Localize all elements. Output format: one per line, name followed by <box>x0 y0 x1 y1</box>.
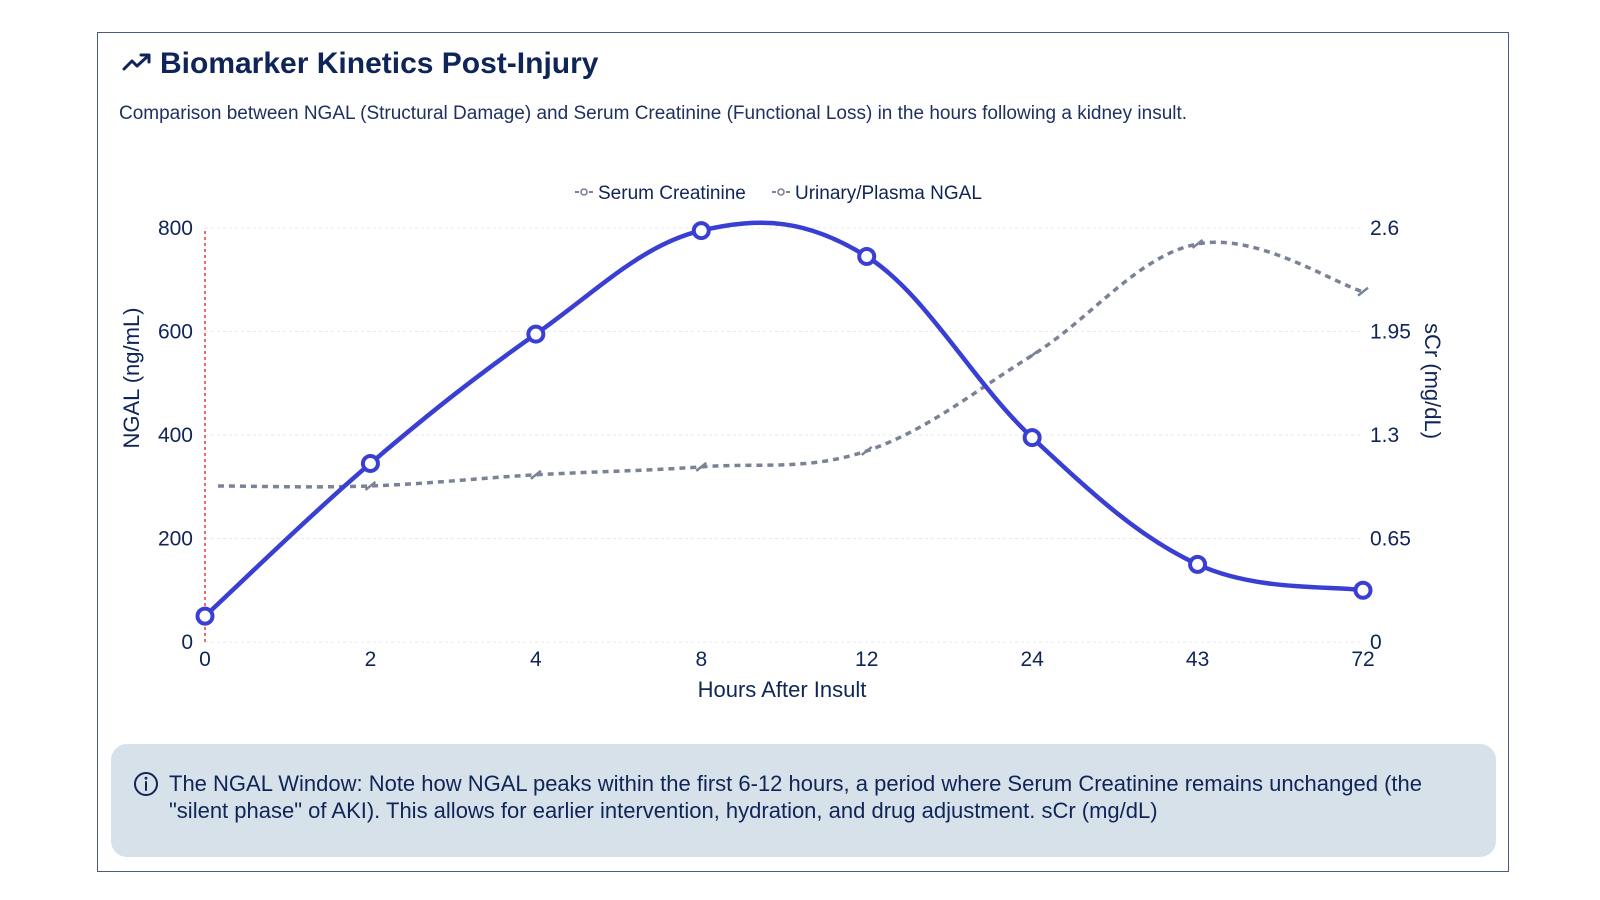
serum-creatinine-point <box>1026 350 1038 361</box>
chart-subtitle: Comparison between NGAL (Structural Dama… <box>119 103 1188 124</box>
info-icon <box>133 771 159 803</box>
serum-creatinine-point <box>364 480 377 491</box>
chart-title-text: Biomarker Kinetics Post-Injury <box>160 47 599 80</box>
serum-creatinine-line <box>217 240 1364 489</box>
x-tick-label: 4 <box>530 648 542 671</box>
serum-creatinine-point <box>1191 238 1204 249</box>
y2-tick-label: 2.6 <box>1370 217 1399 240</box>
ngal-point <box>1353 580 1373 600</box>
y-tick-label: 400 <box>158 424 193 447</box>
y2-tick-label: 0 <box>1370 631 1382 654</box>
y2-tick-label: 1.95 <box>1370 321 1411 344</box>
ngal-point <box>1188 554 1208 574</box>
ngal-point <box>857 246 877 266</box>
serum-creatinine-point <box>695 461 708 472</box>
ngal-point <box>526 324 546 344</box>
y-tick-label: 600 <box>158 321 193 344</box>
y2-tick-label: 1.3 <box>1370 424 1399 447</box>
x-tick-label: 24 <box>1020 648 1044 671</box>
y-tick-label: 200 <box>158 528 193 551</box>
legend-swatch-marker <box>777 188 785 196</box>
serum-creatinine-point <box>860 445 873 456</box>
x-tick-label: 43 <box>1186 648 1209 671</box>
chart-title: Biomarker Kinetics Post-Injury <box>122 47 598 81</box>
legend-label: Serum Creatinine <box>598 183 746 204</box>
y-tick-label: 0 <box>181 631 193 654</box>
x-tick-label: 8 <box>695 648 707 671</box>
x-tick-label: 2 <box>365 648 377 671</box>
chart-card: Biomarker Kinetics Post-Injury Compariso… <box>97 32 1509 872</box>
x-axis-label: Hours After Insult <box>698 677 867 702</box>
y-axis-label: NGAL (ng/mL) <box>119 307 144 448</box>
ngal-point <box>195 606 215 626</box>
x-tick-label: 12 <box>855 648 878 671</box>
serum-creatinine-point <box>530 469 542 480</box>
trending-up-icon <box>122 47 154 81</box>
serum-creatinine-point <box>1357 286 1369 297</box>
ngal-line <box>203 220 1364 618</box>
ngal-point <box>360 453 380 473</box>
x-tick-label: 0 <box>199 648 211 671</box>
ngal-point <box>1022 428 1042 448</box>
y-tick-label: 800 <box>158 217 193 240</box>
legend-label: Urinary/Plasma NGAL <box>795 183 982 204</box>
legend-swatch-marker <box>580 188 588 196</box>
y2-tick-label: 0.65 <box>1370 528 1411 551</box>
ngal-point <box>691 221 711 241</box>
x-tick-label: 72 <box>1351 648 1374 671</box>
ngal-window-note: The NGAL Window: Note how NGAL peaks wit… <box>111 744 1496 857</box>
y2-axis-label: sCr (mg/dL) <box>1420 323 1445 439</box>
note-text: The NGAL Window: Note how NGAL peaks wit… <box>169 771 1422 823</box>
